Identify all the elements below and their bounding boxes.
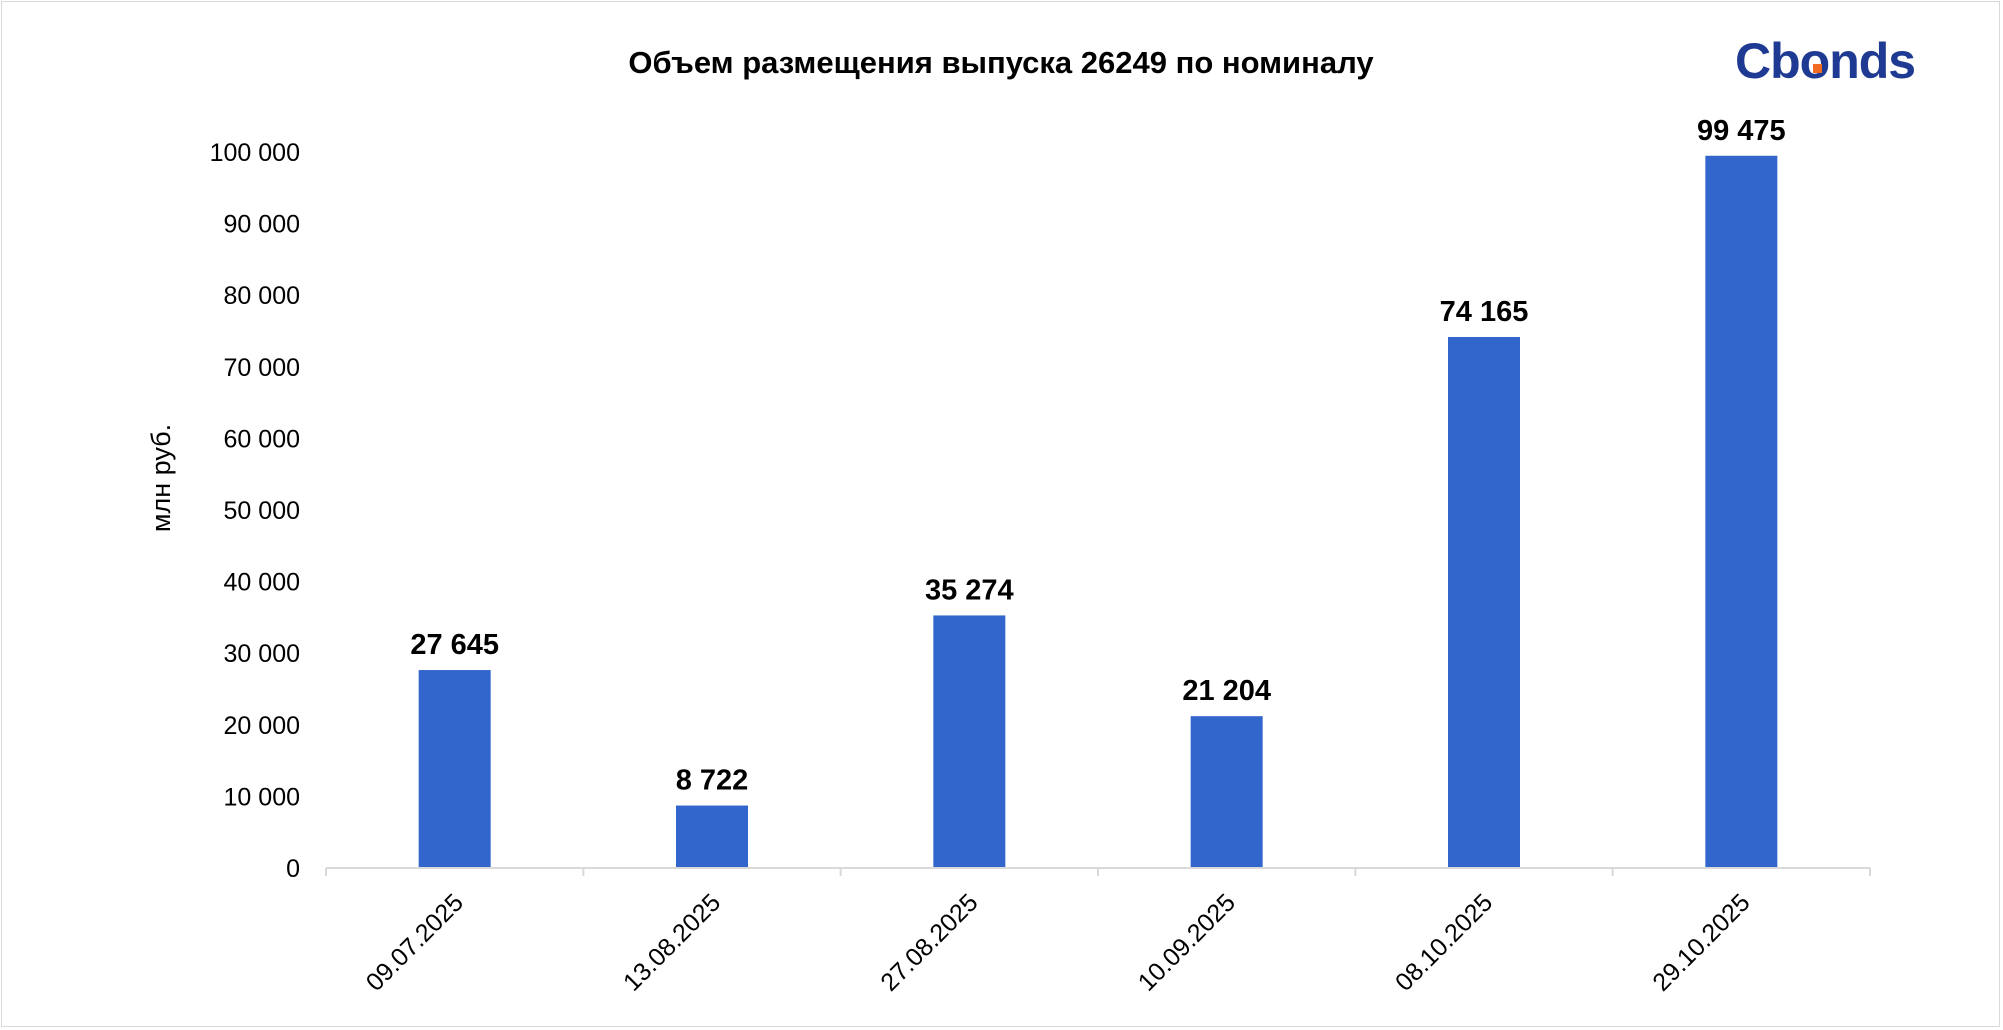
bar — [1190, 716, 1263, 868]
bar — [1448, 336, 1520, 868]
y-axis-label: млн руб. — [146, 424, 176, 532]
y-tick-label: 90 000 — [224, 211, 300, 239]
y-tick-label: 100 000 — [210, 139, 300, 167]
data-label: 35 274 — [925, 574, 1014, 606]
y-tick-label: 80 000 — [224, 282, 300, 310]
y-tick-label: 10 000 — [224, 783, 300, 811]
y-tick-label: 50 000 — [224, 497, 300, 525]
data-label: 21 204 — [1182, 675, 1271, 707]
x-tick-label: 10.09.2025 — [1133, 888, 1241, 996]
y-tick-label: 60 000 — [224, 425, 300, 453]
y-tick-label: 70 000 — [224, 354, 300, 382]
bar — [1705, 155, 1778, 868]
chart-title: Объем размещения выпуска 26249 по номина… — [628, 45, 1374, 80]
cbonds-logo: Cbonds — [1735, 33, 1916, 89]
bars — [418, 155, 1778, 868]
data-label: 99 475 — [1697, 115, 1786, 147]
x-axis-ticks: 09.07.2025 13.08.2025 27.08.2025 10.09.2025… — [361, 888, 1756, 996]
bar — [418, 670, 491, 868]
data-label: 74 165 — [1440, 296, 1529, 328]
x-tick-label: 13.08.2025 — [618, 888, 726, 996]
bar — [676, 805, 748, 868]
logo-accent-icon — [1813, 64, 1822, 73]
data-label: 27 645 — [410, 629, 499, 661]
svg-text:Cbonds: Cbonds — [1735, 33, 1915, 89]
data-labels: 27 645 8 722 35 274 21 204 74 165 99 475 — [410, 115, 1785, 797]
data-label: 8 722 — [676, 765, 749, 797]
x-tick-label: 09.07.2025 — [361, 888, 469, 996]
x-axis-tick-marks — [325, 868, 1871, 876]
bar — [933, 615, 1006, 868]
y-axis-ticks: 0 10 000 20 000 30 000 40 000 50 000 60 000 70 … — [210, 139, 300, 883]
y-tick-label: 40 000 — [224, 569, 300, 597]
y-tick-label: 0 — [286, 855, 300, 883]
x-tick-label: 27.08.2025 — [875, 888, 983, 996]
x-tick-label: 29.10.2025 — [1647, 888, 1755, 996]
y-tick-label: 20 000 — [224, 712, 300, 740]
x-tick-label: 08.10.2025 — [1390, 888, 1498, 996]
logo-text-right: onds — [1800, 33, 1915, 89]
y-tick-label: 30 000 — [224, 640, 300, 668]
logo-text-left: Cb — [1735, 33, 1800, 89]
